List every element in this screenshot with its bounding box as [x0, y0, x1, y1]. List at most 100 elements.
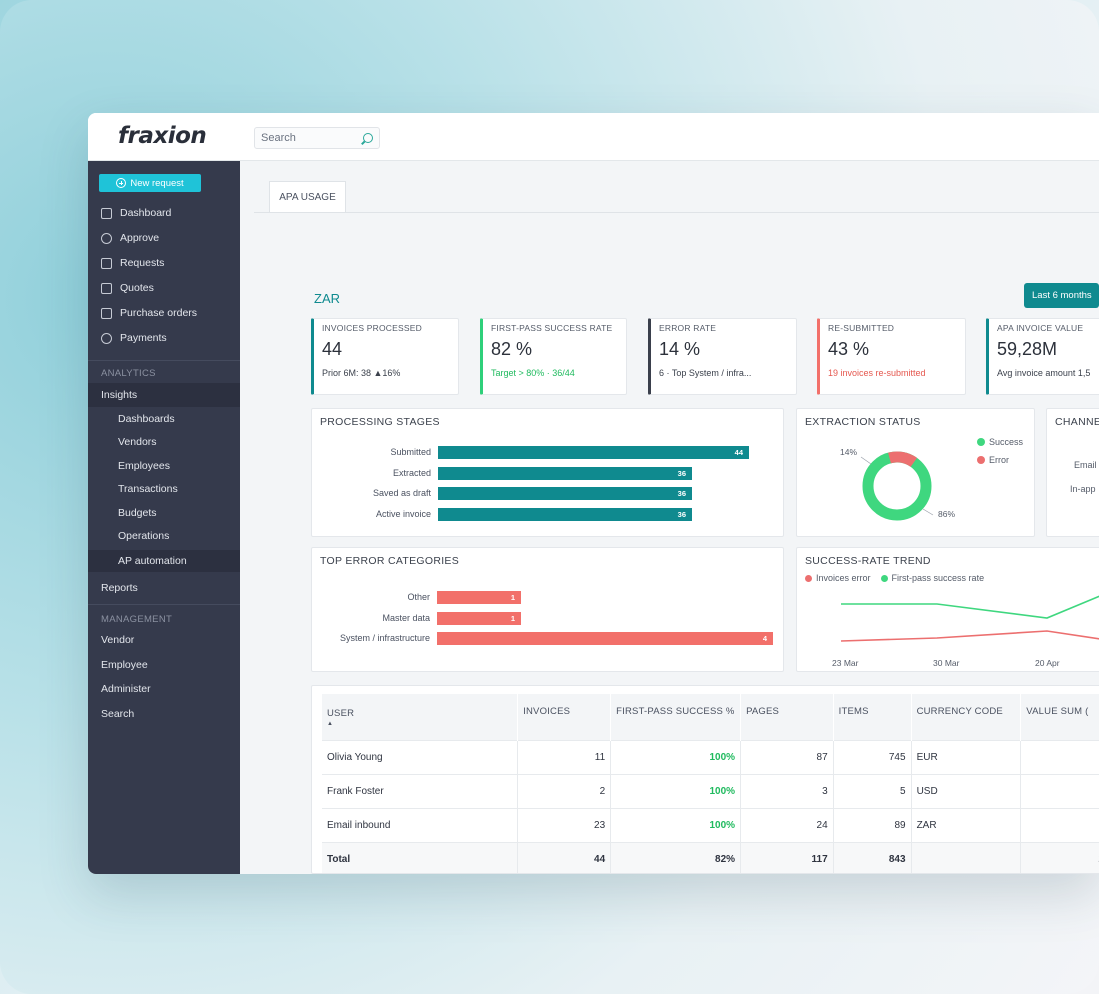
- sidebar-item-approve[interactable]: Approve: [101, 229, 159, 247]
- kpi-card[interactable]: INVOICES PROCESSED 44 Prior 6M: 38 ▲16%: [311, 318, 459, 395]
- column-header[interactable]: VALUE SUM (: [1020, 694, 1099, 740]
- table-cell: 2: [1020, 739, 1099, 774]
- legend-item-error[interactable]: Invoices error: [805, 573, 871, 583]
- legend-label: Invoices error: [816, 573, 871, 583]
- bar-value-label: 36: [677, 509, 686, 519]
- table-cell: 2: [517, 773, 612, 808]
- kpi-card[interactable]: FIRST-PASS SUCCESS RATE 82 % Target > 80% …: [480, 318, 627, 395]
- kpi-subtext: Target > 80% · 36/44: [491, 368, 575, 378]
- search-input[interactable]: Search: [254, 127, 380, 149]
- invoices-error-line[interactable]: [840, 630, 1099, 642]
- bar-category-label: Extracted: [392, 467, 431, 478]
- sidebar-item-label: Approve: [120, 232, 160, 244]
- channel-panel: CHANNE Email In-app: [1046, 408, 1099, 537]
- bar[interactable]: 36: [438, 507, 692, 521]
- legend-item-success[interactable]: First-pass success rate: [880, 573, 984, 583]
- bar-category-label: System / infrastructure: [339, 633, 430, 643]
- sidebar-divider: [88, 360, 240, 361]
- sidebar-item-label: Quotes: [120, 282, 154, 294]
- quote-icon: [101, 282, 112, 294]
- sidebar-item-dashboard[interactable]: Dashboard: [101, 204, 171, 222]
- sidebar-subitem-transactions[interactable]: Transactions: [118, 483, 178, 495]
- sidebar-item-search[interactable]: Search: [101, 708, 135, 720]
- panel-title: SUCCESS-RATE TREND: [805, 555, 931, 567]
- sidebar-item-employee[interactable]: Employee: [101, 659, 148, 671]
- legend-error[interactable]: Error: [977, 455, 1009, 465]
- search-icon[interactable]: [363, 133, 373, 143]
- sidebar-item-quotes[interactable]: Quotes: [101, 279, 154, 297]
- table-row[interactable]: Frank Foster 2 100% 3 5 USD: [322, 773, 1099, 808]
- sidebar-item-label: Dashboard: [120, 207, 172, 219]
- sidebar-subitem-employees[interactable]: Employees: [118, 460, 170, 472]
- legend-dot: [977, 438, 985, 446]
- kpi-card[interactable]: APA INVOICE VALUE 59,28M Avg invoice amoun…: [986, 318, 1099, 395]
- sort-ascending-icon[interactable]: ▲: [327, 721, 334, 727]
- bar[interactable]: 4: [437, 632, 773, 645]
- kpi-value: 43 %: [828, 339, 870, 359]
- bar[interactable]: 36: [438, 487, 692, 500]
- tab-apa-usage[interactable]: APA USAGE: [269, 181, 346, 212]
- app-logo[interactable]: fraxion: [118, 123, 207, 149]
- sidebar-item-payments[interactable]: Payments: [101, 329, 167, 347]
- table-cell: EUR: [911, 739, 1022, 774]
- bar[interactable]: 1: [437, 611, 521, 625]
- bar[interactable]: 44: [438, 446, 749, 459]
- sidebar-item-label: Payments: [120, 332, 167, 344]
- column-header[interactable]: CURRENCY CODE: [911, 694, 1022, 740]
- sidebar-item-administer[interactable]: Administer: [101, 683, 151, 695]
- period-selector-button[interactable]: Last 6 months: [1024, 283, 1099, 308]
- table-cell: USD: [911, 773, 1022, 808]
- table-cell: [1020, 807, 1099, 842]
- extraction-donut-chart: [860, 450, 934, 521]
- column-header[interactable]: FIRST-PASS SUCCESS %: [610, 694, 742, 740]
- sidebar-subitem-vendors[interactable]: Vendors: [118, 436, 157, 448]
- x-tick-label: 30 Mar: [933, 658, 960, 668]
- bar[interactable]: 36: [438, 466, 692, 480]
- sidebar-item-reports[interactable]: Reports: [101, 582, 138, 594]
- extraction-status-panel: EXTRACTION STATUS 14% 86% Success Error: [796, 408, 1035, 537]
- sidebar-subitem-dashboards[interactable]: Dashboards: [118, 413, 175, 425]
- success-rate-line[interactable]: [841, 593, 1099, 619]
- x-tick-label: 20 Apr: [1035, 658, 1060, 668]
- kpi-card[interactable]: RE-SUBMITTED 43 % 19 invoices re-submitted: [817, 318, 966, 395]
- trend-line-chart: [840, 593, 1099, 642]
- table-cell: 2: [1020, 841, 1099, 873]
- panel-title: EXTRACTION STATUS: [805, 416, 921, 428]
- table-cell: Email inbound: [322, 807, 519, 842]
- analytics-section-label: ANALYTICS: [101, 368, 156, 379]
- column-header[interactable]: PAGES: [740, 694, 834, 740]
- donut-error-slice[interactable]: [861, 450, 932, 521]
- top-error-categories-panel: TOP ERROR CATEGORIES Other 1 Master data 1 S…: [311, 547, 784, 672]
- table-row[interactable]: Email inbound 23 100% 24 89 ZAR: [322, 807, 1099, 842]
- sidebar-subitem-ap-automation[interactable]: AP automation: [88, 550, 240, 572]
- sidebar-item-insights[interactable]: Insights: [88, 383, 240, 407]
- sidebar: New request Dashboard Approve Requests Q…: [88, 161, 240, 874]
- check-circle-icon: [101, 232, 112, 244]
- sidebar-item-vendor[interactable]: Vendor: [101, 634, 135, 646]
- table-cell: 745: [833, 739, 912, 774]
- sidebar-item-label: Requests: [120, 257, 165, 269]
- column-header[interactable]: ITEMS: [833, 694, 912, 740]
- kpi-value: 44: [322, 339, 343, 359]
- table-cell: 82%: [610, 841, 742, 873]
- kpi-card[interactable]: ERROR RATE 14 % 6 · Top System / infra...: [648, 318, 797, 395]
- new-request-button[interactable]: New request: [99, 174, 201, 192]
- currency-label: ZAR: [314, 291, 340, 306]
- legend-success[interactable]: Success: [977, 437, 1023, 447]
- donut-success-slice[interactable]: [862, 451, 932, 521]
- table-cell: [1020, 773, 1099, 808]
- bar-category-label: Submitted: [390, 447, 431, 457]
- table-cell: 44: [517, 841, 612, 873]
- column-header[interactable]: INVOICES: [517, 694, 612, 740]
- column-header[interactable]: USER ▲: [322, 694, 519, 740]
- document-icon: [101, 307, 112, 319]
- sidebar-subitem-budgets[interactable]: Budgets: [118, 507, 157, 519]
- bar[interactable]: 1: [437, 591, 521, 604]
- sidebar-item-requests[interactable]: Requests: [101, 254, 164, 272]
- sidebar-subitem-operations[interactable]: Operations: [118, 530, 170, 542]
- tab-bar: APA USAGE: [254, 173, 1099, 213]
- legend-dot: [977, 456, 985, 464]
- sidebar-item-purchase-orders[interactable]: Purchase orders: [101, 304, 197, 322]
